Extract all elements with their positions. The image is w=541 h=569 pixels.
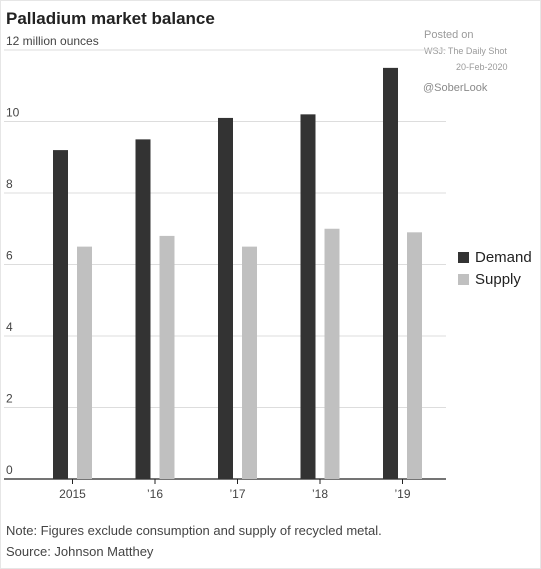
y-tick-label-4: 4: [6, 320, 13, 334]
bar-demand-1: [135, 139, 151, 479]
legend-label-demand: Demand: [475, 248, 532, 266]
y-tick-label-0: 0: [6, 463, 13, 477]
bar-supply-0: [77, 246, 92, 479]
legend-item-demand: Demand: [458, 246, 532, 268]
x-tick-label-1: ’16: [147, 487, 163, 501]
bar-demand-0: [53, 150, 68, 479]
watermark-date: 20-Feb-2020: [456, 62, 508, 72]
legend-label-supply: Supply: [475, 270, 521, 288]
x-tick-label-0: 2015: [59, 487, 86, 501]
y-tick-label-8: 8: [6, 177, 13, 191]
watermark-handle: @SoberLook: [423, 82, 488, 94]
watermark-source: WSJ: The Daily Shot: [424, 46, 507, 56]
y-tick-label-10: 10: [6, 106, 20, 120]
chart-note: Note: Figures exclude consumption and su…: [6, 523, 382, 538]
chart-title: Palladium market balance: [6, 9, 215, 28]
y-tick-label-2: 2: [6, 392, 13, 406]
bar-supply-3: [324, 228, 340, 479]
bar-supply-4: [407, 232, 422, 479]
chart-source: Source: Johnson Matthey: [6, 544, 154, 559]
legend: Demand Supply: [458, 246, 532, 290]
bar-supply-1: [159, 235, 175, 479]
bar-demand-3: [300, 114, 316, 479]
bar-demand-4: [383, 67, 398, 479]
legend-swatch-demand: [458, 251, 469, 263]
bar-demand-2: [218, 117, 233, 480]
label-layer: 0 2 4 6 8 10 12 million ounces 2015 ’16 ’17 ’18 ’19: [6, 34, 411, 501]
legend-item-supply: Supply: [458, 268, 532, 290]
watermark-posted: Posted on: [424, 29, 474, 41]
x-tick-label-4: ’19: [394, 487, 410, 501]
y-tick-label-6: 6: [6, 249, 13, 263]
y-axis-label: 12 million ounces: [6, 34, 99, 48]
legend-swatch-supply: [458, 273, 469, 285]
x-tick-label-2: ’17: [229, 487, 245, 501]
bar-supply-2: [242, 246, 257, 479]
bar-layer: [53, 67, 422, 480]
x-tick-label-3: ’18: [312, 487, 328, 501]
